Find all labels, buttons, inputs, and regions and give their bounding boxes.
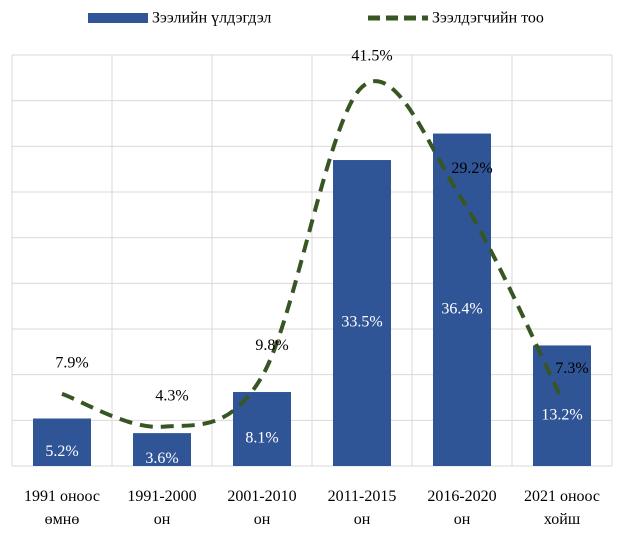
bar-value-label: 33.5% <box>341 314 382 331</box>
line-value-label: 29.2% <box>451 160 492 177</box>
bar-value-label: 5.2% <box>45 443 78 460</box>
x-tick-line: 2001-2010 <box>227 488 296 505</box>
legend-swatch <box>88 13 148 23</box>
bar-value-label: 8.1% <box>245 430 278 447</box>
x-tick-line: 1991-2000 <box>127 488 196 505</box>
x-tick-line: 1991 оноос <box>24 488 100 505</box>
x-tick-label: 2021 оноос хойш <box>524 488 600 528</box>
x-tick-label: 2016-2020 он <box>427 488 496 528</box>
x-tick-line: хойш <box>544 511 581 528</box>
x-tick-label: 2001-2010 он <box>227 488 296 528</box>
x-tick-line: 2011-2015 <box>328 488 397 505</box>
x-tick-label: 1991 оноос өмнө <box>24 488 100 528</box>
line-value-label: 7.9% <box>55 355 88 372</box>
line-value-label: 4.3% <box>155 387 188 404</box>
line <box>61 79 564 429</box>
x-tick-line: он <box>454 511 471 528</box>
x-tick-label: 1991-2000 он <box>127 488 196 528</box>
x-tick-line: он <box>254 511 271 528</box>
x-tick-line: 2021 оноос <box>524 488 600 505</box>
bar <box>433 133 491 466</box>
x-tick-line: өмнө <box>45 511 80 528</box>
line-value-label: 41.5% <box>351 48 392 65</box>
x-tick-line: он <box>354 511 371 528</box>
bar <box>133 433 191 466</box>
bar-value-label: 3.6% <box>145 450 178 467</box>
legend-label: Зээлийн үлдэгдэл <box>152 10 271 27</box>
line-value-label: 7.3% <box>555 360 588 377</box>
line-value-label: 9.8% <box>255 337 288 354</box>
bar-value-label: 13.2% <box>541 406 582 423</box>
x-tick-line: 2016-2020 <box>427 488 496 505</box>
bar <box>333 160 391 467</box>
bar-value-label: 36.4% <box>441 300 482 317</box>
bar <box>533 345 591 466</box>
bar <box>33 418 91 466</box>
x-tick-line: он <box>154 511 171 528</box>
legend-label: Зээлдэгчийн тоо <box>432 10 544 27</box>
x-tick-label: 2011-2015 он <box>328 488 397 528</box>
